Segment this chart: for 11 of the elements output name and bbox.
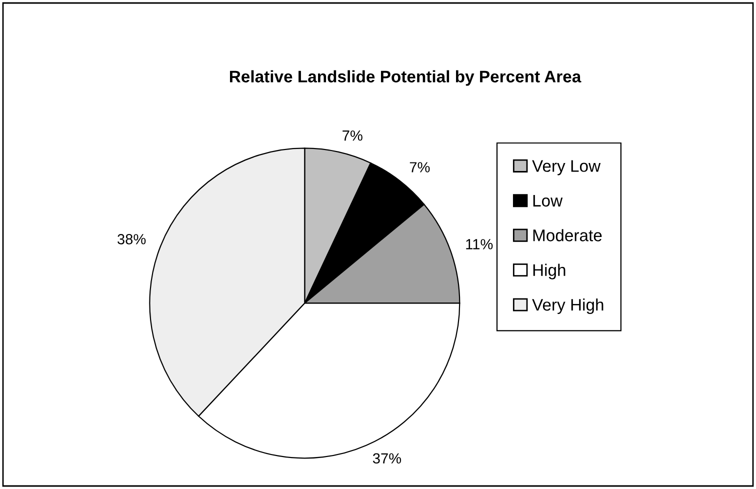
data-label: 7% <box>342 130 362 141</box>
data-label: 11% <box>466 239 493 250</box>
chart-title: Relative Landslide Potential by Percent Area <box>230 70 582 86</box>
data-label: 7% <box>410 162 430 172</box>
data-label: 37% <box>372 453 402 464</box>
legend-label: Very High <box>532 298 604 314</box>
legend-label: Very Low <box>532 160 601 176</box>
legend-label: High <box>533 264 566 280</box>
data-label: 38% <box>118 234 146 244</box>
legend-label: Moderate <box>533 229 602 242</box>
legend-label: Low <box>533 194 563 207</box>
